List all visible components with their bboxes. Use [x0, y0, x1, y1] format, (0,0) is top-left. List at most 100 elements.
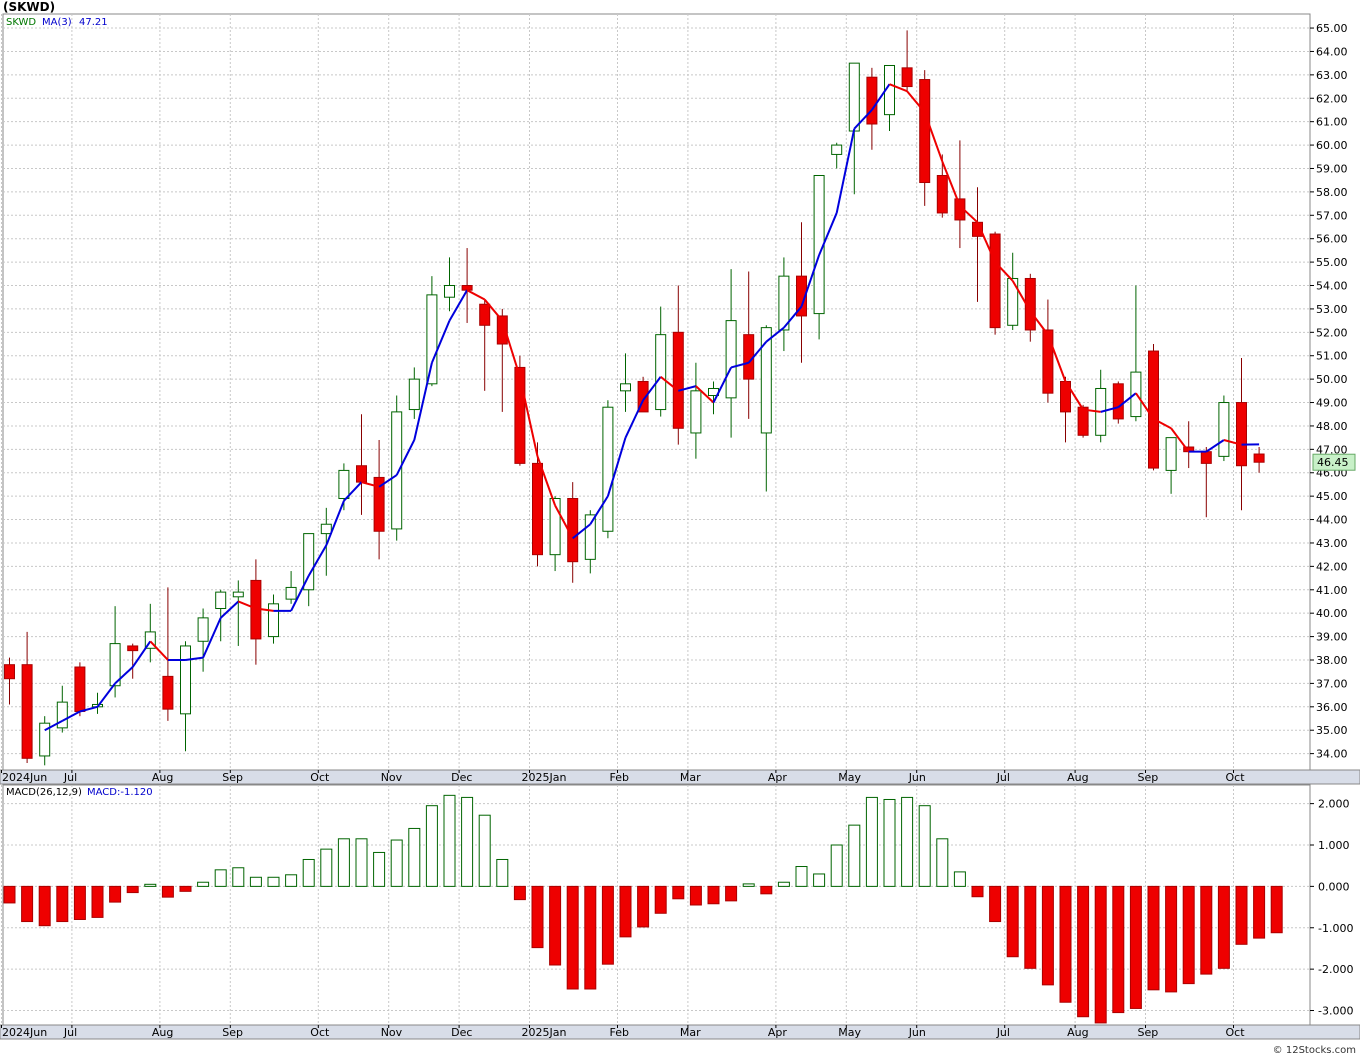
ma-line-segment: [378, 474, 398, 488]
macd-bar: [1024, 885, 1037, 969]
legend-ma-value: 47.21: [79, 17, 108, 28]
ma-line-segment: [1011, 280, 1032, 312]
macd-bar: [443, 794, 456, 887]
macd-bar: [601, 885, 614, 965]
price-y-tick-label: 49.00: [1316, 397, 1348, 410]
ma-line-segment: [765, 326, 785, 343]
candle: [1218, 402, 1230, 457]
macd-x-axis: [0, 1024, 1360, 1040]
ma-line-segment: [518, 376, 539, 457]
macd-bar: [73, 885, 86, 920]
candle: [549, 497, 561, 556]
x-tick-label: Sep: [1138, 771, 1159, 784]
price-y-tick-label: 37.00: [1316, 677, 1348, 690]
x-tick-label: Oct: [1226, 771, 1246, 784]
macd-bar: [461, 796, 474, 887]
price-y-tick-label: 39.00: [1316, 631, 1348, 644]
legend-macd-label: MACD(26,12,9): [6, 787, 82, 798]
ma-line-segment: [1064, 380, 1084, 411]
candle: [1165, 437, 1177, 471]
ma-line-segment: [501, 320, 521, 378]
ma-line-segment: [413, 362, 433, 441]
price-y-tick-label: 36.00: [1316, 701, 1348, 714]
last-price-label: 46.45: [1317, 456, 1349, 469]
macd-bar: [390, 839, 403, 887]
candle: [461, 285, 473, 291]
macd-bar: [795, 866, 808, 887]
ma-line-segment: [695, 385, 715, 404]
ma-line-segment: [1100, 406, 1119, 413]
ma-line-segment: [853, 109, 873, 130]
candle: [197, 617, 209, 642]
macd-bar: [936, 838, 949, 887]
candle: [637, 380, 649, 413]
ma-line-segment: [131, 640, 152, 668]
macd-bar: [1112, 885, 1125, 1014]
macd-bar: [56, 885, 69, 923]
ma-line-segment: [959, 205, 979, 224]
macd-bar: [672, 885, 685, 900]
ma-line-segment: [44, 719, 63, 732]
macd-bar: [1200, 885, 1213, 975]
ma-line-segment: [941, 161, 961, 207]
candle: [285, 586, 297, 600]
ma-line-segment: [1117, 392, 1137, 408]
candle: [1148, 350, 1159, 469]
x-tick-label: Nov: [381, 771, 403, 784]
x-tick-label: Sep: [222, 771, 243, 784]
macd-bar: [320, 848, 333, 887]
price-y-tick-label: 53.00: [1316, 303, 1348, 316]
candle: [760, 327, 772, 434]
price-y-tick-label: 65.00: [1316, 22, 1348, 35]
macd-bar: [1129, 885, 1142, 1009]
macd-bar: [883, 798, 896, 887]
legend-ma-label: MA(3): [42, 17, 72, 28]
candle: [866, 76, 878, 125]
x-tick-label: Aug: [1067, 1026, 1088, 1039]
price-y-tick-label: 38.00: [1316, 654, 1348, 667]
ma-line-segment: [624, 399, 645, 439]
ma-line-segment: [589, 495, 609, 525]
price-y-tick-label: 52.00: [1316, 326, 1348, 339]
candle: [1236, 402, 1247, 467]
ma-line-segment: [994, 261, 1014, 282]
ma-line-segment: [889, 83, 908, 93]
ma-line-segment: [237, 600, 257, 610]
candle: [936, 174, 948, 214]
candle: [778, 275, 790, 331]
candle: [356, 465, 367, 483]
candle: [479, 303, 491, 326]
candle: [1042, 329, 1054, 394]
ma-line-segment: [290, 575, 310, 612]
macd-y-tick-label: 2.000: [1318, 798, 1350, 811]
candle: [426, 294, 438, 385]
ma-line-segment: [906, 90, 926, 113]
x-tick-label: 2024Jun: [2, 771, 47, 784]
ma-line-segment: [1046, 334, 1067, 382]
ma-line-segment: [255, 607, 274, 612]
price-y-tick-label: 61.00: [1316, 116, 1348, 129]
price-y-tick-label: 57.00: [1316, 209, 1348, 222]
ma-line-segment: [730, 361, 749, 369]
macd-bar: [1094, 885, 1107, 1024]
macd-bar: [285, 874, 298, 887]
macd-bar: [1077, 885, 1090, 1018]
candle: [672, 331, 684, 429]
candle: [39, 722, 51, 757]
chart-title: (SKWD): [3, 0, 56, 14]
x-tick-label: 2025Jan: [522, 771, 567, 784]
ma-line-segment: [606, 437, 627, 497]
x-tick-label: Sep: [222, 1026, 243, 1039]
macd-y-tick-label: 0.000: [1318, 880, 1350, 893]
x-tick-label: Dec: [451, 1026, 472, 1039]
candle: [215, 591, 227, 610]
x-tick-label: 2025Jan: [522, 1026, 567, 1039]
candle: [373, 476, 385, 532]
macd-bar: [760, 885, 773, 895]
macd-bar: [637, 885, 650, 928]
x-tick-label: Jul: [63, 1026, 77, 1039]
candle: [180, 645, 191, 715]
ma-line-segment: [976, 221, 997, 263]
ma-line-segment: [1082, 408, 1101, 413]
